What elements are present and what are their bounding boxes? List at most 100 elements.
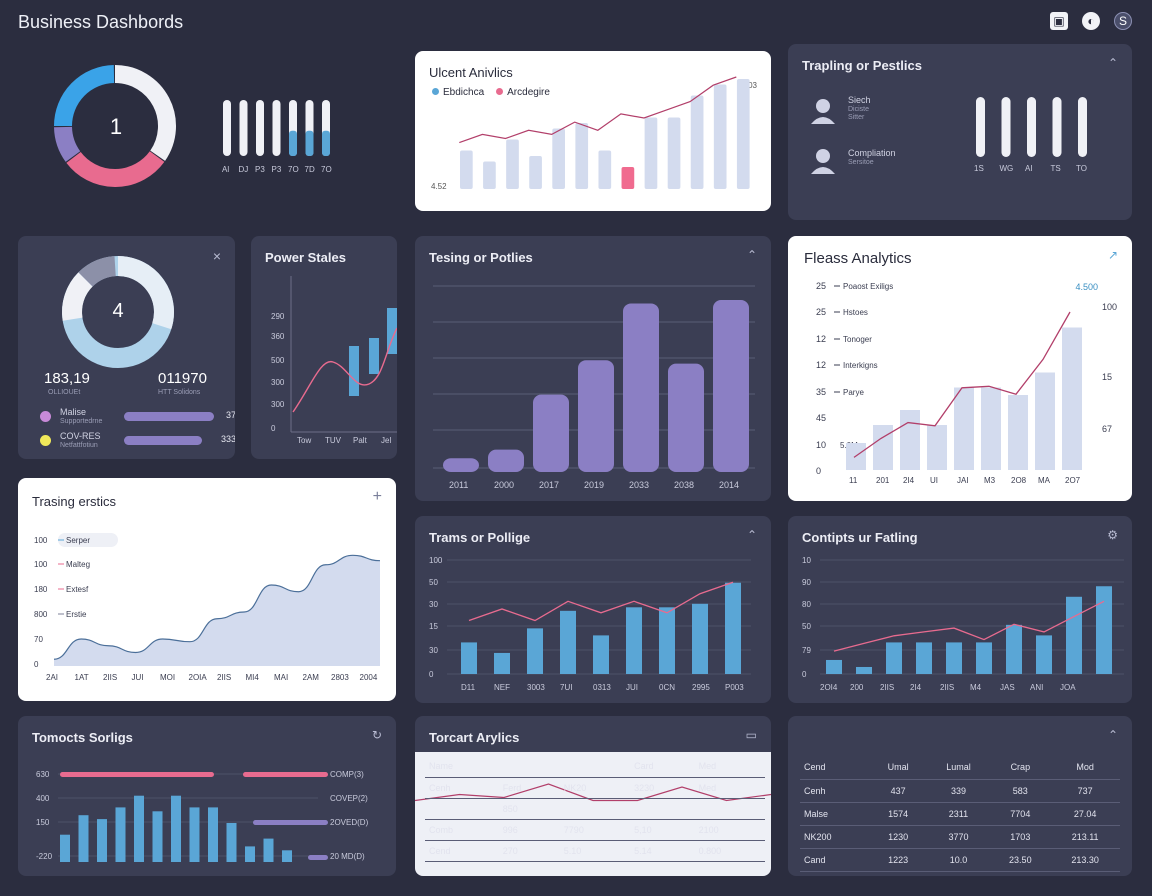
notification-icon[interactable]: ◐: [1082, 12, 1100, 30]
app-title: Business Dashbords: [18, 12, 184, 32]
bar: [494, 652, 510, 674]
table-cell: [498, 756, 560, 778]
y-tick-label: 630: [36, 770, 50, 779]
table-cell: NK20: [559, 777, 631, 799]
table-cell: Lumal: [926, 756, 991, 780]
bar: [623, 303, 659, 472]
refresh-icon[interactable]: ⌃: [746, 528, 757, 542]
contipts-chart: 10 90 80 50 79 0 2OI4 200 2IIS 2I4 2IIS M4 JAS ANI JOA: [802, 556, 1124, 692]
legend-label: Hstoes: [843, 308, 868, 317]
bar-label: AI: [1025, 164, 1033, 173]
bar-fill: [289, 130, 297, 156]
close-icon[interactable]: ×: [212, 248, 221, 264]
bar: [713, 84, 727, 189]
x-tick-label: JUI: [132, 673, 144, 682]
gear-icon[interactable]: ⚙: [1107, 528, 1118, 542]
candle-bar: [349, 346, 359, 396]
trapling-title: Trapling or Pestlics: [802, 58, 922, 73]
table-cell: [694, 798, 765, 820]
trapling-card: Trapling or Pestlics ⌃ Siech Diciste Sitte…: [788, 44, 1132, 220]
bar: [1035, 372, 1055, 470]
bar: [263, 838, 274, 862]
x-tick-label: 2OI4: [820, 683, 838, 692]
bar: [272, 100, 281, 156]
donut-segment: [114, 65, 176, 161]
donut-summary-card: Al DJ P3 P3 7O 7D 7O 1: [18, 44, 398, 214]
x-tick-label: 2O7: [1065, 476, 1081, 485]
bar: [443, 458, 479, 472]
bar: [460, 150, 473, 189]
table-cell: Cand: [800, 848, 870, 872]
donut-hole: [83, 277, 153, 347]
y-tick-label: 800: [34, 610, 48, 619]
table-cell: 27.04: [1050, 802, 1120, 826]
y-tick-label: 15: [429, 622, 438, 631]
table2-card: ⌃ Cend Umal Lumal Crap Mod Cenh 437 339 583 737 Ma…: [788, 716, 1132, 876]
bar: [593, 635, 609, 674]
bar: [690, 95, 704, 189]
bar: [976, 97, 985, 157]
legend-pill: [58, 533, 118, 547]
bar: [1066, 596, 1082, 674]
contipts-card: Contipts ur Fatling ⚙ 10 90 80 50 79 0 2OI4 200…: [788, 516, 1132, 703]
x-tick-label: 2019: [584, 480, 604, 490]
table-cell: 213.11: [1050, 825, 1120, 849]
x-tick-label: 2IIS: [880, 683, 894, 692]
table-cell: Cenh: [425, 777, 499, 799]
x-tick-label: 2AI: [46, 673, 58, 682]
x-tick-label: 2017: [539, 480, 559, 490]
table-cell: 7790: [559, 819, 631, 841]
x-tick-label: D11: [461, 683, 476, 692]
table-cell: [559, 756, 631, 778]
right-label: COVEP(2): [330, 794, 368, 803]
tomocts-chart: 630 400 150 -220 COMP(3) COVEP(2) 2OVED(D) 20 M…: [36, 770, 369, 862]
bar: [134, 795, 144, 862]
y-tick-label: 360: [271, 332, 285, 341]
fleass-top-value: 4.500: [1075, 282, 1098, 292]
window-icon[interactable]: ▭: [745, 728, 757, 742]
legend-item: Arcdegire: [496, 87, 550, 98]
bar: [245, 846, 255, 862]
metric-dot: [40, 435, 51, 446]
bar: [529, 156, 542, 189]
x-tick-label: M3: [984, 476, 996, 485]
table-cell: [559, 798, 631, 820]
refresh-icon[interactable]: ⌃: [1107, 728, 1118, 742]
x-tick-label: 2014: [719, 480, 739, 490]
bar-label: 7O: [321, 165, 332, 174]
person-icon: [808, 146, 838, 176]
bar: [78, 815, 89, 862]
candle-bar: [387, 308, 397, 354]
x-tick-label: MA: [1038, 476, 1051, 485]
bar-label: TO: [1076, 164, 1087, 173]
refresh-icon[interactable]: ⌃: [1107, 56, 1118, 70]
table-cell: NK200: [800, 825, 870, 849]
y-right-label: 15: [1102, 372, 1112, 382]
table-row: Cenh Ferd NK20 3230 Med: [425, 777, 765, 799]
x-tick-label: 11: [849, 476, 858, 485]
refresh-icon[interactable]: ⌃: [746, 248, 757, 262]
bar: [208, 807, 218, 862]
avatar-icon[interactable]: S: [1114, 12, 1132, 30]
refresh-icon[interactable]: ↻: [371, 728, 382, 742]
table-cell: 850: [498, 798, 560, 820]
y-tick-label: 12: [816, 334, 826, 344]
tomocts-card: Tomocts Sorligs ↻ 630 400 150 -220 COMP(3) CO…: [18, 716, 396, 876]
y-tick-label: 0: [429, 670, 434, 679]
bar: [483, 161, 496, 189]
arrow-icon[interactable]: ↗: [1107, 248, 1118, 262]
table-row: NK200 1230 3770 1703 213.11: [800, 825, 1120, 849]
bar-label: WG: [1000, 164, 1014, 173]
legend-label: Malteg: [66, 560, 90, 569]
legend-label: Erstie: [66, 610, 87, 619]
x-tick-label: 2803: [331, 673, 349, 682]
document-icon[interactable]: ▣: [1050, 12, 1068, 30]
table-row: Name Card Med: [425, 756, 765, 778]
add-icon[interactable]: +: [372, 488, 382, 505]
donut1-center-value: 1: [109, 114, 123, 139]
table-cell: Crap: [990, 756, 1051, 780]
y-tick-label: 90: [802, 578, 811, 587]
x-tick-label: Jel: [381, 436, 391, 445]
card-a-chart: [459, 76, 750, 189]
metric-bar: [124, 412, 214, 421]
